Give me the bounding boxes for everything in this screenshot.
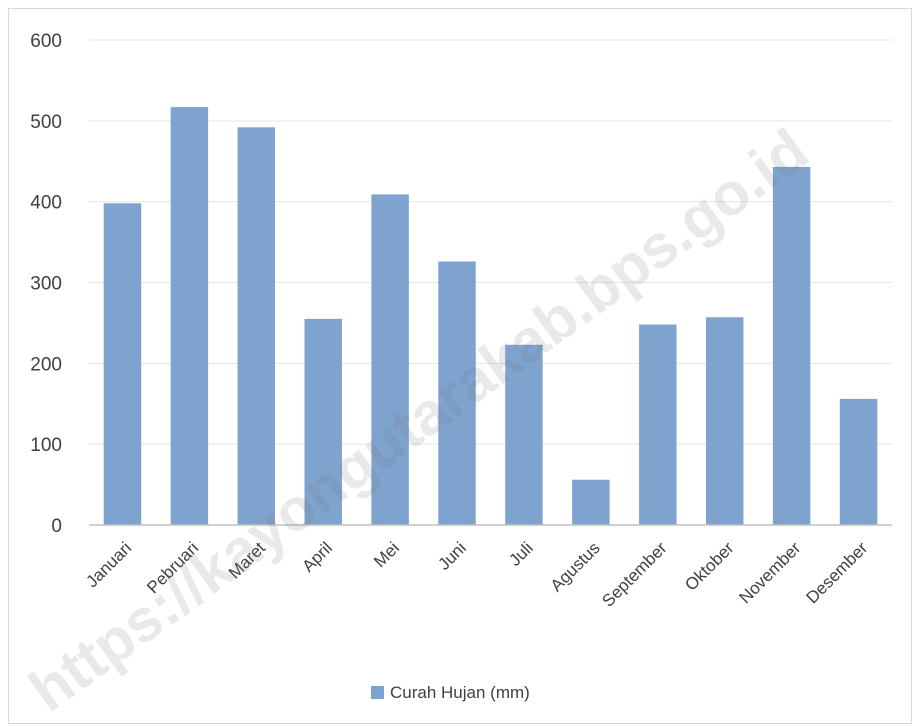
x-tick-label: Oktober [681, 538, 737, 594]
bar-maret [238, 127, 275, 525]
y-tick-label: 400 [30, 193, 62, 214]
x-tick-label: Mei [370, 538, 403, 571]
bar-september [639, 325, 676, 525]
y-tick-label: 0 [51, 516, 62, 537]
bar-januari [104, 203, 141, 525]
legend-swatch [371, 686, 384, 699]
legend-label: Curah Hujan (mm) [390, 683, 530, 702]
x-tick-label: Agustus [547, 538, 604, 595]
y-axis-ticks: 0 100 200 300 400 500 600 [30, 31, 62, 537]
chart-frame: 0 100 200 300 400 500 600 Januari Pebruari Maret… [8, 8, 912, 724]
bar-agustus [572, 480, 609, 525]
x-tick-label: September [598, 538, 670, 610]
x-tick-label: November [736, 538, 805, 607]
x-tick-label: Januari [82, 538, 135, 591]
y-tick-label: 600 [30, 31, 62, 52]
y-tick-label: 500 [30, 112, 62, 133]
legend: Curah Hujan (mm) [371, 683, 530, 702]
bar-november [773, 167, 810, 525]
y-tick-label: 100 [30, 435, 62, 456]
bar-desember [840, 399, 877, 525]
y-tick-label: 200 [30, 354, 62, 375]
x-tick-label: Juni [434, 538, 469, 573]
bar-pebruari [171, 107, 208, 525]
x-tick-label: Desember [802, 538, 871, 607]
y-tick-label: 300 [30, 274, 62, 295]
x-tick-label: Juli [505, 538, 536, 569]
bar-oktober [706, 317, 743, 525]
